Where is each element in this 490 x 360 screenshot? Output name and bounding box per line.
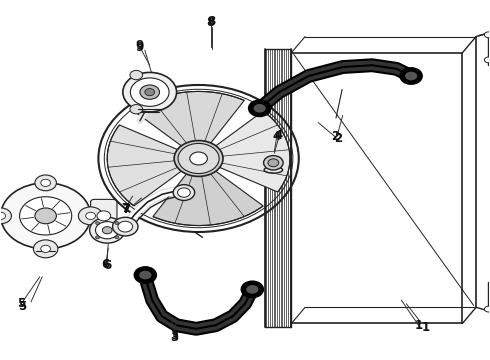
FancyBboxPatch shape (91, 199, 117, 232)
Circle shape (190, 152, 207, 165)
Circle shape (139, 270, 152, 280)
Circle shape (96, 222, 99, 225)
Circle shape (0, 208, 11, 224)
Circle shape (41, 179, 50, 186)
Circle shape (102, 226, 112, 234)
Circle shape (245, 284, 259, 294)
Text: 7: 7 (121, 202, 129, 215)
Text: 4: 4 (272, 130, 281, 144)
Circle shape (90, 217, 125, 243)
Text: 1: 1 (422, 320, 430, 333)
Circle shape (264, 156, 283, 170)
Circle shape (113, 217, 138, 236)
Circle shape (485, 32, 490, 38)
Circle shape (130, 71, 143, 80)
Circle shape (130, 78, 169, 106)
Circle shape (97, 211, 111, 221)
Circle shape (485, 306, 490, 312)
Circle shape (400, 68, 422, 84)
Circle shape (173, 185, 195, 201)
Circle shape (115, 236, 119, 239)
Circle shape (118, 221, 133, 232)
Wedge shape (153, 169, 263, 226)
Text: 8: 8 (208, 15, 216, 28)
Circle shape (96, 222, 119, 239)
Circle shape (0, 212, 5, 220)
Wedge shape (134, 91, 245, 148)
Circle shape (130, 104, 143, 114)
Text: 5: 5 (19, 300, 27, 313)
Circle shape (140, 85, 159, 99)
Circle shape (404, 71, 418, 81)
Text: 9: 9 (136, 39, 144, 52)
Text: 3: 3 (170, 329, 178, 342)
Text: 2: 2 (331, 130, 340, 144)
Text: 6: 6 (103, 259, 111, 272)
Circle shape (98, 85, 299, 232)
Circle shape (268, 159, 279, 167)
Circle shape (249, 100, 270, 116)
Circle shape (115, 222, 119, 225)
Text: 6: 6 (101, 258, 110, 271)
Circle shape (177, 188, 190, 197)
Circle shape (20, 197, 72, 235)
Wedge shape (107, 125, 184, 206)
Ellipse shape (264, 167, 283, 173)
Circle shape (78, 207, 103, 225)
Circle shape (35, 208, 56, 224)
Circle shape (135, 267, 156, 283)
Text: 8: 8 (207, 16, 215, 29)
Circle shape (253, 103, 267, 113)
Circle shape (242, 282, 263, 297)
Text: 9: 9 (136, 41, 144, 54)
Circle shape (41, 245, 50, 252)
Circle shape (485, 57, 490, 63)
Text: 1: 1 (415, 319, 422, 332)
Circle shape (123, 72, 176, 112)
Circle shape (178, 143, 219, 174)
Circle shape (0, 183, 91, 249)
Circle shape (96, 236, 99, 239)
Text: 7: 7 (122, 203, 131, 216)
Text: 5: 5 (17, 297, 25, 310)
Circle shape (174, 140, 223, 176)
Text: 3: 3 (170, 330, 178, 343)
Text: 4: 4 (274, 129, 282, 142)
Circle shape (86, 212, 96, 220)
Circle shape (35, 175, 56, 191)
Wedge shape (213, 111, 290, 192)
Circle shape (145, 89, 155, 96)
Circle shape (33, 240, 58, 258)
Text: 2: 2 (334, 132, 342, 145)
